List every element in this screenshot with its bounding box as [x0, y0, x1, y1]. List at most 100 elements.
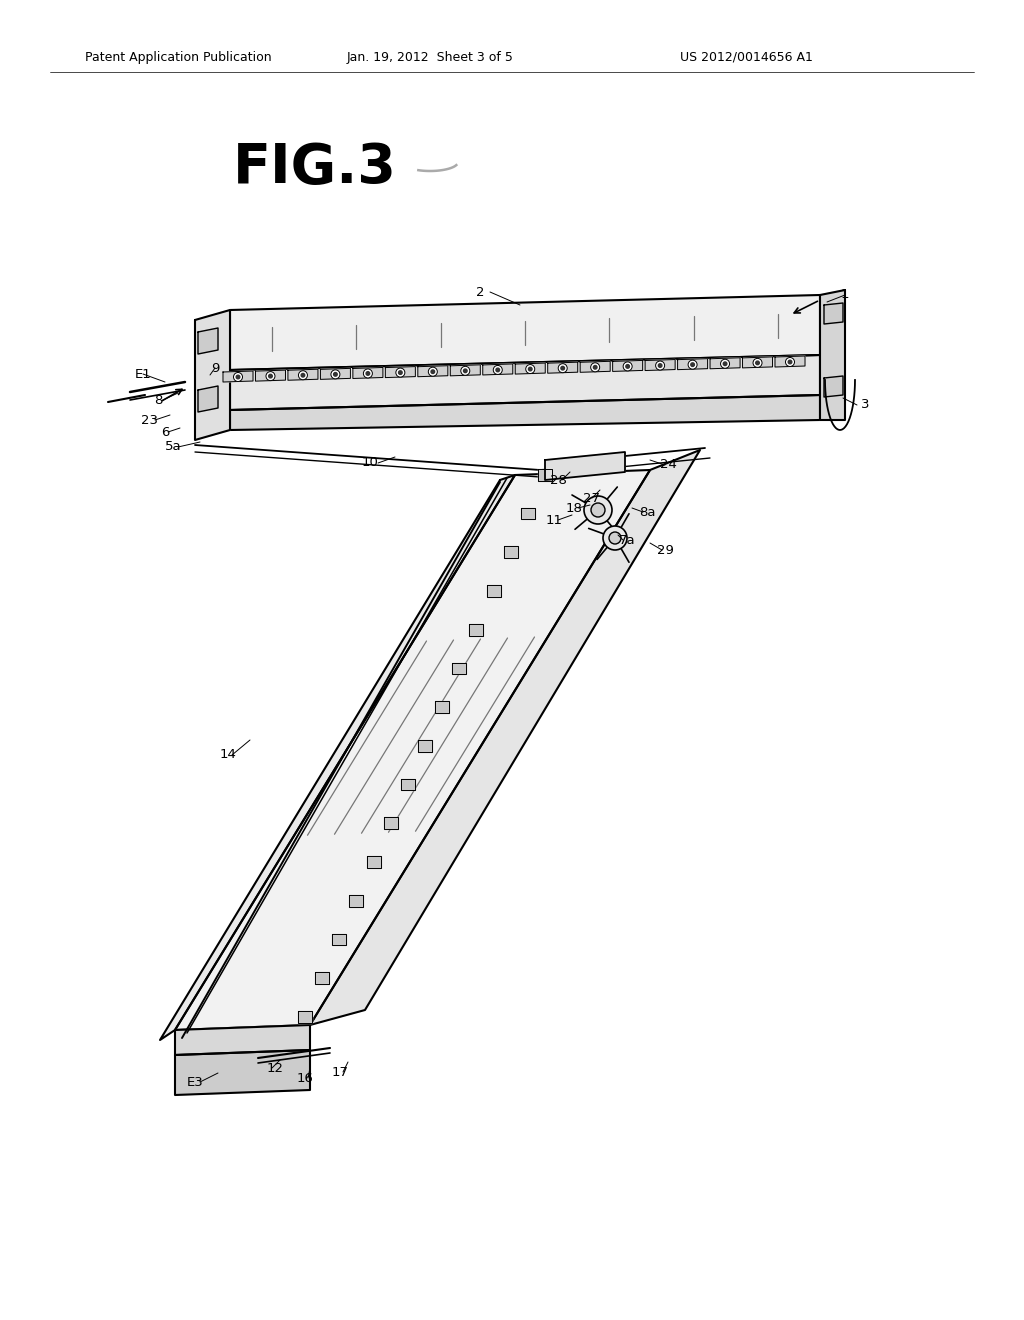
Polygon shape	[298, 1011, 312, 1023]
Polygon shape	[504, 546, 518, 558]
Circle shape	[603, 525, 627, 550]
Circle shape	[626, 364, 630, 368]
Circle shape	[688, 360, 697, 370]
Polygon shape	[538, 469, 552, 480]
Polygon shape	[612, 360, 643, 371]
Circle shape	[396, 368, 404, 378]
Polygon shape	[315, 973, 329, 983]
Text: Jan. 19, 2012  Sheet 3 of 5: Jan. 19, 2012 Sheet 3 of 5	[346, 50, 513, 63]
Polygon shape	[469, 624, 483, 635]
Circle shape	[624, 362, 632, 371]
Polygon shape	[175, 1049, 310, 1096]
Circle shape	[237, 375, 240, 379]
Polygon shape	[230, 294, 820, 370]
Text: 17: 17	[332, 1065, 348, 1078]
Polygon shape	[548, 362, 578, 374]
Circle shape	[753, 359, 762, 367]
Circle shape	[655, 362, 665, 370]
Polygon shape	[230, 395, 820, 430]
Circle shape	[266, 372, 275, 380]
Polygon shape	[321, 368, 350, 379]
Text: 27: 27	[584, 491, 600, 504]
Polygon shape	[353, 367, 383, 379]
Circle shape	[364, 370, 373, 378]
Circle shape	[723, 362, 727, 366]
Polygon shape	[515, 363, 545, 374]
Polygon shape	[418, 366, 447, 376]
Text: 12: 12	[266, 1061, 284, 1074]
Circle shape	[525, 364, 535, 374]
Polygon shape	[367, 857, 381, 867]
Circle shape	[496, 368, 500, 372]
Polygon shape	[451, 364, 480, 376]
Polygon shape	[645, 359, 675, 371]
Circle shape	[785, 358, 795, 367]
Polygon shape	[175, 470, 650, 1030]
Polygon shape	[175, 1026, 310, 1055]
Polygon shape	[710, 358, 740, 368]
Polygon shape	[255, 370, 286, 381]
Text: 7a: 7a	[618, 533, 635, 546]
Polygon shape	[310, 450, 700, 1026]
Circle shape	[593, 366, 597, 370]
Text: 8: 8	[154, 393, 162, 407]
Circle shape	[658, 364, 662, 367]
Polygon shape	[384, 817, 397, 829]
Circle shape	[528, 367, 532, 371]
Text: 2: 2	[476, 285, 484, 298]
Circle shape	[298, 371, 307, 380]
Circle shape	[558, 364, 567, 372]
Polygon shape	[385, 367, 416, 378]
Polygon shape	[195, 310, 230, 440]
Text: 9: 9	[211, 362, 219, 375]
Polygon shape	[349, 895, 364, 907]
Polygon shape	[230, 355, 820, 411]
Text: 24: 24	[659, 458, 677, 471]
Polygon shape	[453, 663, 466, 675]
Polygon shape	[775, 356, 805, 367]
Circle shape	[331, 370, 340, 379]
Circle shape	[591, 503, 605, 517]
Polygon shape	[160, 475, 515, 1040]
Text: Patent Application Publication: Patent Application Publication	[85, 50, 271, 63]
Polygon shape	[223, 371, 253, 381]
Circle shape	[464, 370, 467, 372]
Polygon shape	[288, 370, 317, 380]
Polygon shape	[435, 701, 450, 713]
Polygon shape	[198, 327, 218, 354]
Polygon shape	[400, 779, 415, 791]
Text: 1: 1	[841, 289, 849, 301]
Polygon shape	[678, 359, 708, 370]
Text: E1: E1	[134, 367, 152, 380]
Circle shape	[494, 366, 502, 375]
Text: FIG.3: FIG.3	[233, 141, 397, 195]
Polygon shape	[545, 451, 625, 480]
Text: 6: 6	[161, 425, 169, 438]
Circle shape	[721, 359, 729, 368]
Circle shape	[756, 362, 760, 364]
Text: 3: 3	[861, 399, 869, 412]
Circle shape	[398, 371, 402, 375]
Circle shape	[461, 367, 470, 375]
Text: 14: 14	[219, 748, 237, 762]
Text: US 2012/0014656 A1: US 2012/0014656 A1	[680, 50, 813, 63]
Polygon shape	[824, 376, 843, 397]
Circle shape	[428, 367, 437, 376]
Polygon shape	[824, 304, 843, 323]
Text: 29: 29	[656, 544, 674, 557]
Text: 18: 18	[565, 502, 583, 515]
Text: 5a: 5a	[165, 441, 181, 454]
Polygon shape	[418, 741, 432, 751]
Text: 28: 28	[550, 474, 566, 487]
Circle shape	[431, 370, 434, 374]
Circle shape	[788, 360, 792, 364]
Polygon shape	[198, 385, 218, 412]
Polygon shape	[581, 362, 610, 372]
Circle shape	[561, 367, 564, 370]
Text: 8a: 8a	[639, 506, 655, 519]
Circle shape	[367, 372, 370, 375]
Circle shape	[301, 374, 305, 378]
Text: E3: E3	[186, 1076, 204, 1089]
Circle shape	[334, 372, 337, 376]
Circle shape	[609, 532, 621, 544]
